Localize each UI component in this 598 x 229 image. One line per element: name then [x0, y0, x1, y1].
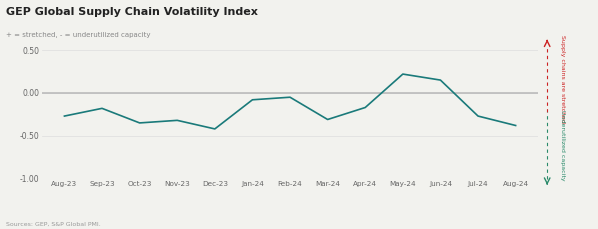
Text: GEP Global Supply Chain Volatility Index: GEP Global Supply Chain Volatility Index — [6, 7, 258, 17]
Text: Supply chains are stretched: Supply chains are stretched — [560, 35, 565, 123]
Text: + = stretched, - = underutilized capacity: + = stretched, - = underutilized capacit… — [6, 32, 151, 38]
Text: Sources: GEP, S&P Global PMI.: Sources: GEP, S&P Global PMI. — [6, 222, 100, 227]
Text: Underutilized capacity: Underutilized capacity — [560, 110, 565, 181]
